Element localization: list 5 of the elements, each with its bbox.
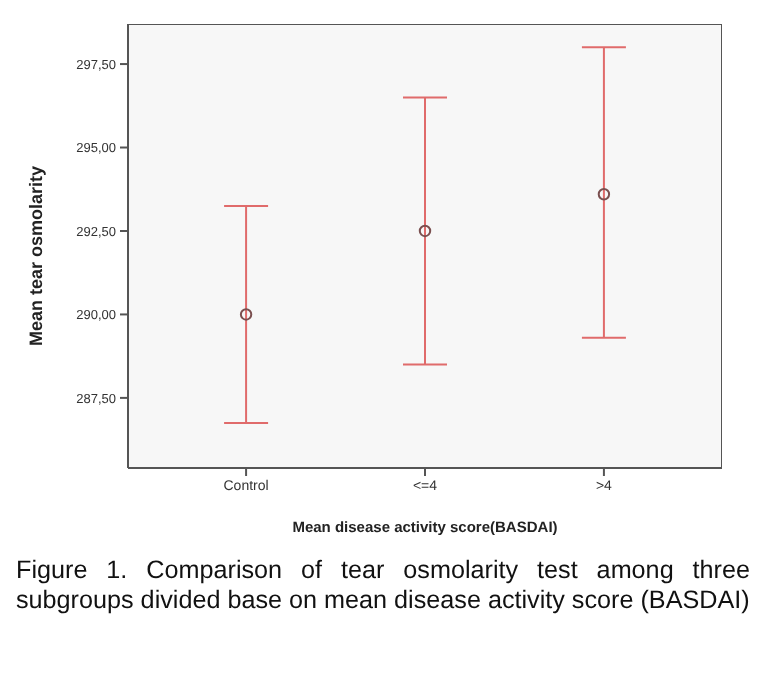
caption: Figure 1. Comparison of tear osmolarity test among three subgroups divided base on mean disease activity score (BASDAI) (16, 556, 750, 616)
y-axis-title: Mean tear osmolarity (26, 165, 47, 346)
point (239, 308, 253, 321)
point (418, 224, 432, 238)
point (597, 188, 611, 201)
